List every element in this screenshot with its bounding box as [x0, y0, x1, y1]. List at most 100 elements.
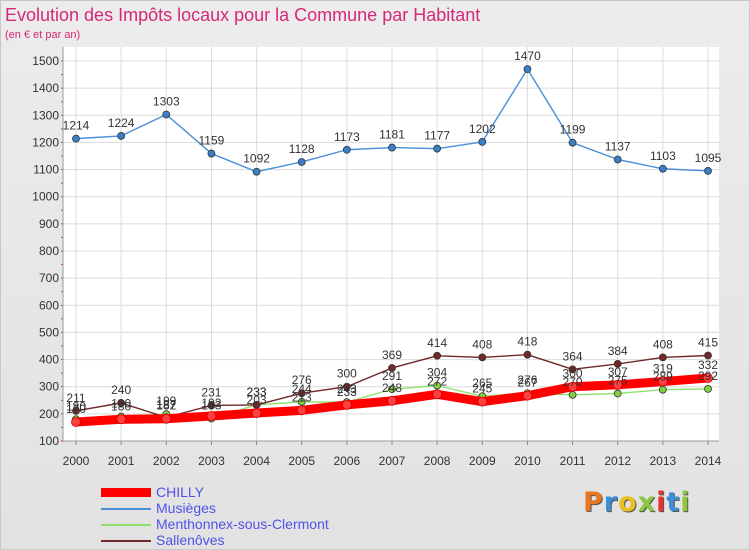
data-label: 276 [517, 373, 537, 387]
data-label: 289 [653, 370, 673, 384]
data-label: 180 [66, 399, 86, 413]
x-tick-label: 2014 [695, 454, 722, 468]
data-label: 233 [247, 385, 267, 399]
data-label: 384 [608, 344, 628, 358]
y-tick-label: 900 [39, 217, 59, 231]
data-point [704, 351, 712, 360]
data-point [207, 149, 216, 158]
data-point [613, 360, 622, 368]
data-label: 245 [472, 382, 492, 396]
data-label: 240 [111, 383, 131, 397]
legend-swatch [101, 488, 151, 497]
y-tick-label: 1400 [32, 81, 59, 95]
data-point [613, 155, 622, 164]
legend-item: CHILLY [101, 485, 401, 500]
data-label: 244 [292, 382, 312, 396]
data-point [477, 396, 488, 407]
data-label: 211 [66, 391, 85, 405]
x-tick-label: 2001 [108, 454, 135, 468]
data-point [341, 399, 352, 410]
y-tick-label: 800 [39, 244, 59, 258]
y-tick-label: 500 [39, 325, 59, 339]
data-point [432, 389, 443, 400]
data-point [388, 143, 396, 152]
data-label: 243 [337, 382, 357, 396]
x-tick-label: 2010 [514, 454, 541, 468]
data-label: 231 [201, 385, 221, 399]
data-label: 1173 [334, 130, 360, 144]
legend-label: CHILLY [156, 484, 204, 500]
data-label: 265 [472, 376, 492, 390]
data-point [387, 395, 397, 406]
logo-letter: r [603, 487, 619, 518]
data-label: 190 [111, 397, 131, 411]
y-tick-label: 1000 [32, 190, 59, 204]
y-tick-label: 1500 [32, 54, 59, 68]
logo-letter: t [666, 487, 681, 518]
x-tick-label: 2004 [243, 454, 270, 468]
data-point [703, 373, 713, 383]
x-tick-label: 2006 [334, 454, 361, 468]
x-tick-label: 2012 [604, 454, 631, 468]
data-point [72, 406, 80, 415]
logo-letter: i [680, 487, 691, 518]
data-label: 192 [201, 396, 221, 410]
data-point [704, 384, 712, 393]
legend-item: Sallenôves [101, 533, 401, 548]
data-label: 415 [698, 336, 718, 350]
legend-label: Menthonnex-sous-Clermont [156, 516, 329, 532]
y-tick-label: 200 [39, 407, 59, 421]
data-label: 1177 [424, 129, 450, 143]
y-tick-label: 1100 [33, 163, 59, 177]
y-tick-label: 100 [39, 434, 59, 448]
data-point [161, 413, 172, 424]
data-label: 233 [337, 385, 357, 399]
data-point [296, 405, 307, 416]
y-tick-label: 1300 [32, 108, 59, 122]
data-point [568, 390, 577, 399]
logo-letter: x [637, 487, 657, 518]
data-point [72, 134, 80, 143]
x-tick-label: 2002 [153, 454, 180, 468]
data-label: 272 [427, 374, 447, 388]
data-label: 182 [156, 399, 176, 413]
data-label: 1303 [153, 94, 180, 108]
data-label: 304 [427, 366, 447, 380]
legend-swatch [101, 507, 151, 510]
x-tick-label: 2007 [379, 454, 406, 468]
data-label: 369 [382, 348, 402, 362]
data-point [567, 381, 578, 392]
data-point [478, 137, 487, 146]
data-label: 291 [382, 369, 402, 383]
data-label: 180 [111, 399, 131, 413]
data-label: 1470 [514, 49, 541, 63]
data-label: 1103 [650, 149, 676, 163]
data-point [433, 381, 442, 390]
data-label: 1159 [199, 134, 225, 148]
legend-label: Musièges [156, 500, 216, 516]
x-tick-label: 2003 [198, 454, 225, 468]
data-point [297, 389, 306, 398]
data-label: 1224 [108, 116, 135, 130]
data-point [207, 401, 216, 410]
data-label: 270 [563, 375, 583, 389]
x-tick-label: 2000 [63, 454, 90, 468]
plot-area [63, 47, 719, 441]
data-label: 275 [608, 374, 628, 388]
legend-label: Sallenôves [156, 532, 225, 548]
legend-swatch [101, 523, 151, 526]
legend-swatch [101, 539, 151, 542]
data-label: 418 [517, 335, 537, 349]
data-point [658, 164, 667, 173]
x-tick-label: 2011 [560, 454, 586, 468]
data-label: 332 [698, 358, 718, 372]
data-point [117, 132, 126, 140]
data-label: 1214 [63, 119, 90, 133]
x-tick-label: 2013 [650, 454, 677, 468]
data-label: 1092 [243, 152, 270, 166]
data-point [433, 351, 442, 360]
data-label: 300 [563, 367, 583, 381]
data-label: 1181 [379, 128, 405, 142]
x-tick-label: 2009 [469, 454, 496, 468]
